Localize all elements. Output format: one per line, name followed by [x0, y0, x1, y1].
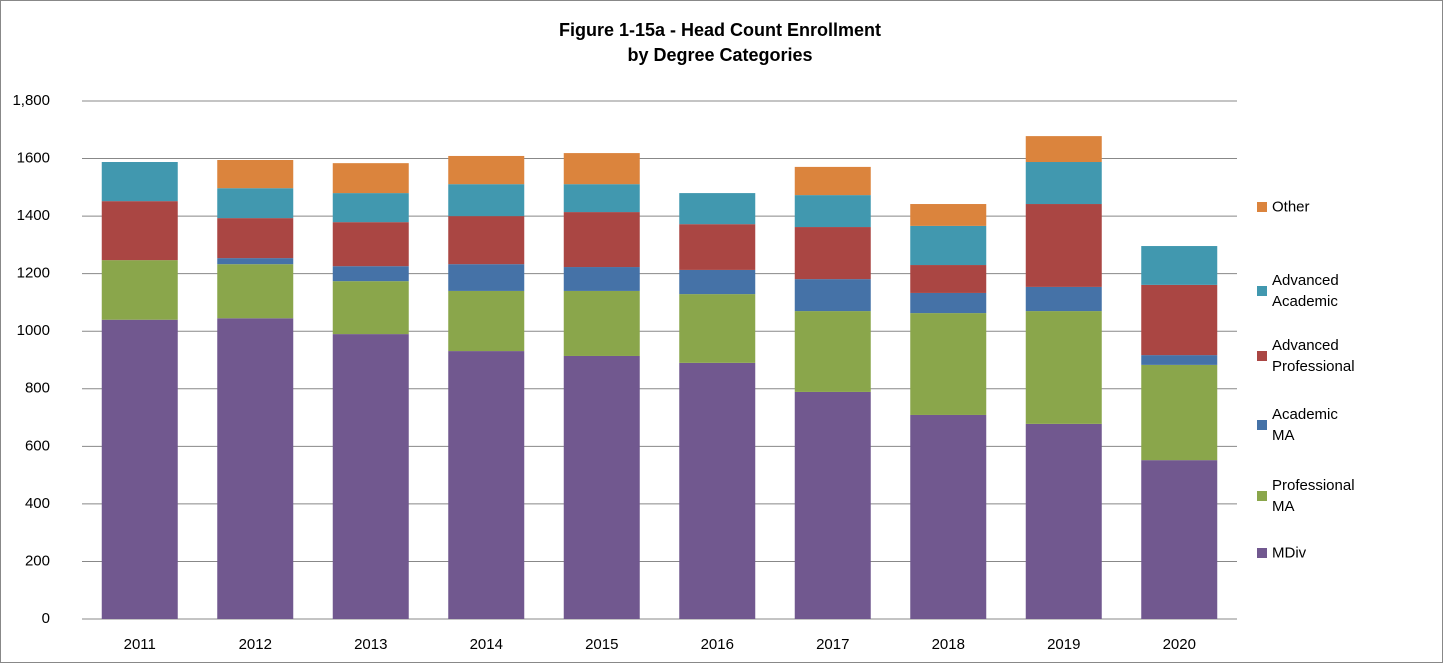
bar-segment: [448, 351, 525, 619]
bar-segment: [1025, 136, 1102, 163]
bar-segment: [794, 279, 871, 312]
x-tick-label: 2014: [470, 636, 503, 653]
bar-segment: [910, 313, 987, 415]
legend-label: Advanced Professional: [1272, 337, 1355, 375]
y-tick-label: 0: [42, 610, 50, 627]
bar-segment: [794, 195, 871, 228]
bar-segment: [679, 193, 756, 225]
bar-segment: [101, 319, 178, 619]
bar-segment: [794, 166, 871, 196]
bar-segment: [217, 188, 294, 219]
y-tick-label: 1,800: [12, 92, 50, 109]
legend-label: Professional MA: [1272, 477, 1355, 515]
legend-swatch: [1257, 351, 1267, 361]
y-tick-label: 1000: [17, 322, 50, 339]
x-tick-label: 2018: [932, 636, 965, 653]
x-tick-label: 2013: [354, 636, 387, 653]
legend-swatch: [1257, 202, 1267, 212]
x-tick-label: 2019: [1047, 636, 1080, 653]
bar-segment: [563, 355, 640, 619]
legend-swatch: [1257, 420, 1267, 430]
x-tick-label: 2020: [1163, 636, 1196, 653]
bar-segment: [448, 290, 525, 352]
bar-segment: [448, 264, 525, 291]
bar-segment: [794, 227, 871, 280]
legend-swatch: [1257, 491, 1267, 501]
bar-segment: [217, 258, 294, 265]
bar-segment: [1025, 162, 1102, 205]
bar-segment: [332, 222, 409, 267]
bar-segment: [794, 311, 871, 392]
bar-segment: [1141, 355, 1218, 365]
bar-segment: [679, 362, 756, 619]
legend-label: Advanced Academic: [1272, 272, 1339, 310]
bar-segment: [217, 218, 294, 259]
bar-segment: [217, 318, 294, 619]
bar-segment: [910, 414, 987, 619]
bar-segment: [1025, 311, 1102, 424]
bar-segment: [679, 294, 756, 363]
legend-label: Academic MA: [1272, 406, 1338, 444]
bar-segment: [563, 184, 640, 213]
bar-segment: [679, 224, 756, 270]
bar-segment: [332, 266, 409, 282]
bar-segment: [1141, 284, 1218, 356]
legend-label: MDiv: [1272, 544, 1307, 562]
bar-segment: [1025, 286, 1102, 312]
bar-segment: [332, 163, 409, 194]
legend-label: Other: [1272, 198, 1310, 216]
y-tick-label: 1400: [17, 207, 50, 224]
bar-segment: [563, 153, 640, 185]
bar-segment: [563, 212, 640, 268]
bar-segment: [910, 292, 987, 314]
x-tick-label: 2017: [816, 636, 849, 653]
y-tick-label: 800: [25, 380, 50, 397]
y-tick-label: 1200: [17, 265, 50, 282]
y-tick-label: 600: [25, 437, 50, 454]
bar-segment: [910, 225, 987, 266]
x-tick-label: 2016: [701, 636, 734, 653]
legend-swatch: [1257, 286, 1267, 296]
bar-segment: [910, 265, 987, 293]
bar-segment: [217, 159, 294, 189]
bar-segment: [448, 216, 525, 265]
bar-segment: [332, 334, 409, 619]
y-tick-label: 200: [25, 552, 50, 569]
x-tick-label: 2011: [124, 636, 156, 653]
bar-segment: [332, 281, 409, 335]
bar-segment: [679, 269, 756, 295]
bar-segment: [1141, 246, 1218, 285]
bar-segment: [1141, 364, 1218, 461]
bar-segment: [794, 391, 871, 619]
chart-title: Figure 1-15a - Head Count Enrollment: [559, 20, 881, 40]
bar-segment: [910, 204, 987, 226]
bar-segment: [563, 267, 640, 291]
bar-segment: [332, 193, 409, 223]
bar-segment: [448, 155, 525, 185]
chart-subtitle: by Degree Categories: [627, 45, 812, 65]
bar-segment: [1025, 204, 1102, 287]
y-tick-label: 400: [25, 495, 50, 512]
x-tick-label: 2012: [239, 636, 272, 653]
bar-segment: [448, 184, 525, 217]
legend-swatch: [1257, 548, 1267, 558]
y-tick-label: 1600: [17, 150, 50, 167]
bar-segment: [101, 260, 178, 320]
bar-segment: [563, 290, 640, 356]
bar-segment: [101, 201, 178, 261]
bar-segment: [1025, 423, 1102, 619]
bar-segment: [101, 162, 178, 202]
bar-segment: [217, 264, 294, 319]
x-tick-label: 2015: [585, 636, 618, 653]
bar-segment: [1141, 460, 1218, 619]
